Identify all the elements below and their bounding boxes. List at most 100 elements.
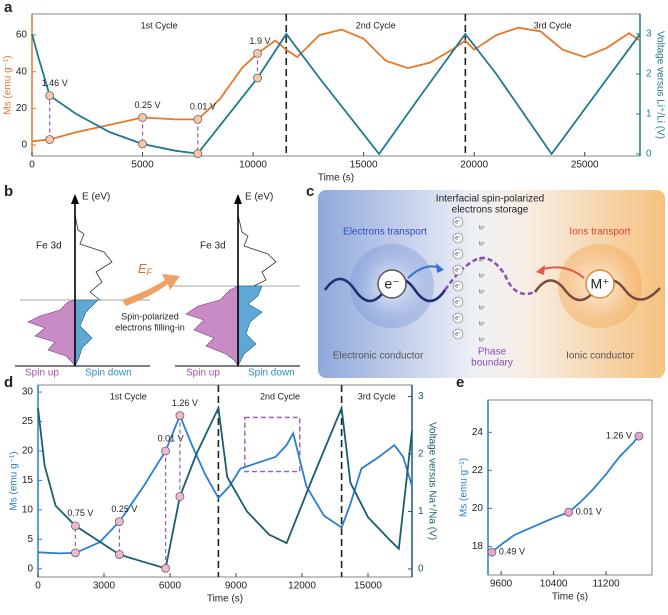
ion-particle-symbol: M⁺ [479,241,486,247]
spin-down-label: Spin down [85,368,132,379]
dos-outline [74,214,113,301]
ion [585,269,615,299]
ion-particle-symbol: M⁺ [479,289,486,295]
plot-frame [31,13,641,157]
y-tick-label: 20 [16,103,28,114]
annotation-point [161,446,171,456]
x-axis-label: Time (s) [207,594,243,605]
zoom-box [244,416,301,473]
panel-letter: d [4,374,13,391]
dos-diagram: E (eV) Fe 3d Spin up Spin down E (eV) Fe… [15,192,300,379]
x-tick-label: 0 [29,160,35,171]
y-axis-label: Ms (emu g⁻¹) [9,451,20,510]
dos-outline [237,214,277,287]
annotation-point [161,563,171,573]
electron-particle-symbol: e⁻ [455,267,461,273]
ion-particle-symbol: M⁺ [479,257,486,263]
region-label: Electrons transport [343,227,427,238]
y-tick-label: 10 [22,504,34,515]
x-tick-label: 0 [35,581,41,592]
electron-particle-symbol: e⁻ [455,331,461,337]
annotation-point [175,411,185,421]
y-axis-label: Ms (emu g⁻¹) [459,458,470,517]
annotation-label: 0.01 V [576,507,602,517]
annotation-point [115,550,124,559]
annotation-label: 0.01 V [158,433,184,443]
electron-particle-symbol: e⁻ [455,251,461,257]
y2-tick-label: 1 [646,109,652,120]
interface-wave [443,256,536,296]
y2-axis-label: Voltage versus Na⁺/Na (V) [426,422,437,540]
electron-particle [452,216,464,228]
electron-particle-symbol: e⁻ [455,299,461,305]
annotation-point [193,114,203,124]
ion-symbol: M⁺ [590,276,609,292]
y2-tick-label: 3 [418,391,424,402]
annotation-point [138,113,147,122]
diagram-title: Interfacial spin-polarized [436,194,544,205]
y-tick-label: 18 [472,541,484,552]
spin-down-label: Spin down [248,368,295,379]
y2-tick-label: 0 [418,564,424,575]
arrowhead [536,265,545,275]
ion-particle-symbol: M⁺ [479,273,486,279]
y-tick-label: 20 [22,446,34,457]
electron-particle-symbol: e⁻ [455,219,461,225]
fermi-label: EF [138,261,153,277]
data-line [491,435,640,553]
annotation-label: 0.25 V [135,100,161,110]
annotation-point [71,521,80,531]
background [318,190,665,378]
y-tick-label: 24 [472,427,484,438]
spin-up-label: Spin up [186,368,220,379]
fermi-label-sub: F [147,267,153,277]
y-tick-label: 25 [22,416,34,427]
annotation-label: 1.9 V [250,36,271,46]
spin-up-label: Spin up [25,368,59,379]
spin-up-dos [185,285,239,367]
electron-particle-symbol: e⁻ [455,235,461,241]
x-tick-label: 6000 [159,581,182,592]
region-label: Ions transport [569,227,630,238]
ion-particle-symbol: M⁺ [479,225,486,231]
panel-letter: e [456,374,464,391]
x-tick-label: 3000 [93,581,116,592]
y-tick-label: 0 [27,563,33,574]
annotation-point [634,431,644,441]
cycle-label: 1st Cycle [141,20,178,30]
x-axis-label: Time (s) [318,173,354,184]
electron [377,269,407,299]
y-axis-label: Ms (emu g⁻¹) [3,55,14,114]
y2-axis-label: Voltage versus Li⁺/Li (V) [654,31,665,139]
annotation-point [253,73,262,83]
x-tick-label: 15000 [350,160,378,171]
electron-particle-symbol: e⁻ [455,315,461,321]
data-line [37,413,413,555]
arrowhead [71,194,79,204]
electron-particle [452,264,464,276]
cycle-label: 1st Cycle [110,391,147,401]
annotation-point [193,149,203,159]
annotation-point [71,548,80,558]
y2-tick-label: 2 [418,449,424,460]
caption: electrons filling-in [115,322,185,332]
x-tick-label: 5000 [131,160,154,171]
panel-letter: b [4,183,13,200]
plot-frame [37,384,413,578]
annotation-label: 1.26 V [172,398,198,408]
ion-particle-symbol: M⁺ [479,305,486,311]
ion-particle-symbol: M⁺ [479,337,486,343]
fermi-label-main: E [138,261,147,276]
x-tick-label: 15000 [354,581,382,592]
x-tick-label: 9000 [225,581,248,592]
electron-particle [452,280,464,292]
x-tick-label: 20000 [460,160,488,171]
y-tick-label: 40 [16,66,28,77]
annotation-point [45,91,55,100]
y-tick-label: 15 [22,475,34,486]
data-line [31,32,641,156]
y2-tick-label: 1 [418,506,424,517]
y2-tick-label: 2 [646,69,652,80]
diagram-title: electrons storage [452,205,529,216]
